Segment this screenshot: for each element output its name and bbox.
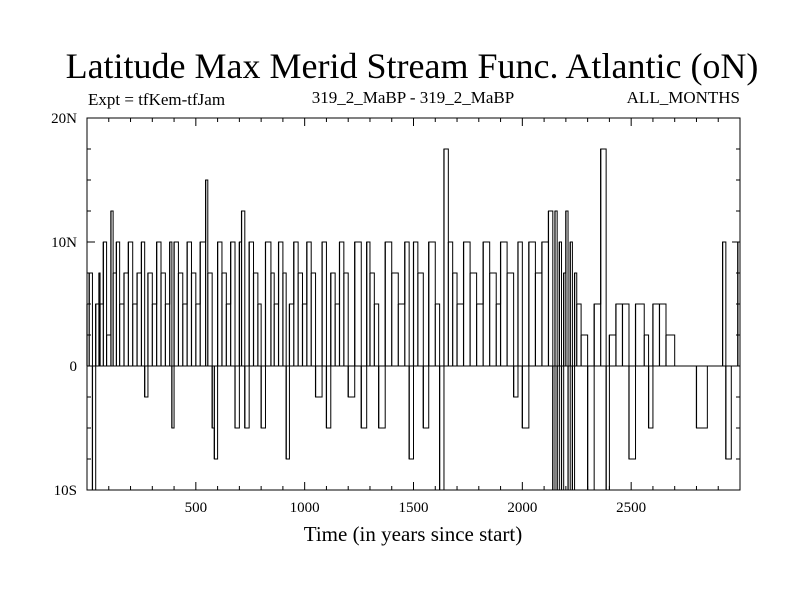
y-axis-ticks: 10S 0 10N 20N — [51, 111, 740, 499]
y-tick-label: 20N — [51, 111, 77, 127]
chart-title: Latitude Max Merid Stream Func. Atlantic… — [66, 46, 759, 86]
x-tick-label: 1500 — [399, 500, 429, 516]
x-tick-label: 2500 — [616, 500, 646, 516]
subtitle-months: ALL_MONTHS — [627, 88, 740, 107]
plot-area: 500 1000 1500 2000 2500 10S 0 10N 20N — [51, 111, 741, 516]
series-layer — [86, 148, 740, 491]
x-tick-label: 1000 — [290, 500, 320, 516]
y-tick-label: 10S — [54, 483, 77, 499]
subtitle-runs: 319_2_MaBP - 319_2_MaBP — [312, 88, 514, 107]
x-tick-label: 500 — [185, 500, 208, 516]
y-tick-label: 10N — [51, 235, 77, 251]
x-tick-label: 2000 — [507, 500, 537, 516]
x-axis-label: Time (in years since start) — [304, 522, 523, 546]
subtitle-experiment: Expt = tfKem-tfJam — [88, 90, 225, 109]
y-tick-label: 0 — [70, 359, 78, 375]
x-axis-ticks: 500 1000 1500 2000 2500 — [108, 118, 719, 516]
